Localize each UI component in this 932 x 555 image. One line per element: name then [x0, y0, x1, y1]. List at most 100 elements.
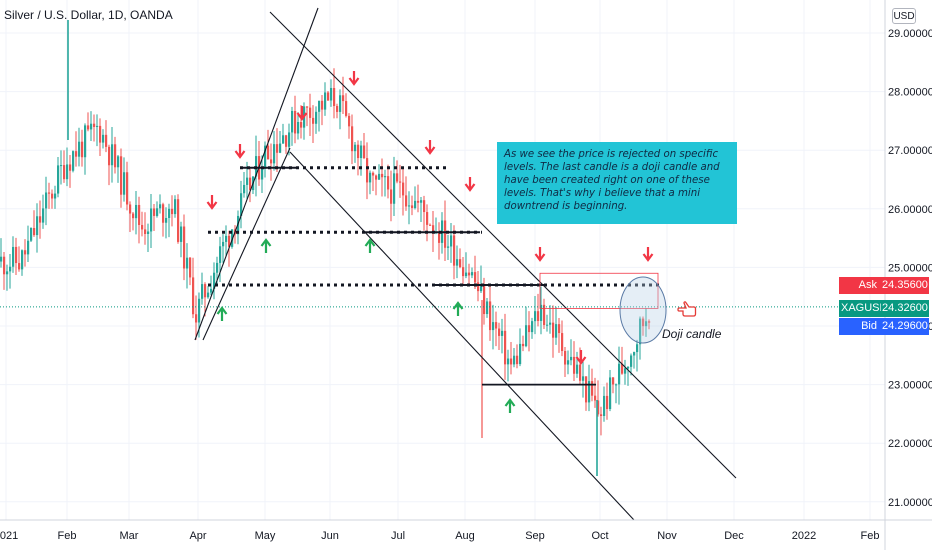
candle-body [9, 266, 12, 272]
candle-body [501, 330, 504, 336]
candle-body [213, 272, 216, 289]
candle-body [309, 107, 312, 118]
candle-body [24, 250, 27, 255]
y-tick-label: 27.00000 [888, 145, 932, 157]
candle-body [129, 204, 132, 214]
x-tick-label: Aug [455, 530, 475, 542]
candle-body [513, 355, 516, 365]
candle-body [297, 122, 300, 134]
candle-body [489, 301, 492, 331]
chart-title: Silver / U.S. Dollar, 1D, OANDA [4, 8, 173, 22]
candle-body [180, 226, 183, 242]
candle-body [219, 246, 222, 263]
candle-body [216, 262, 219, 273]
x-tick-label: Feb [58, 530, 77, 542]
candle-body [87, 125, 90, 130]
candle-body [399, 181, 402, 183]
candle-body [630, 355, 633, 367]
candle-body [393, 173, 396, 204]
candle-body [144, 229, 147, 234]
candle-body [510, 358, 513, 365]
candle-body [285, 135, 288, 147]
candle-body [564, 350, 567, 365]
candle-body [585, 376, 588, 403]
drawings [0, 7, 885, 521]
candle-body [363, 145, 366, 159]
candle-body [336, 106, 339, 112]
candle-body [90, 123, 93, 130]
candle-body [609, 377, 612, 410]
candle-body [30, 228, 33, 241]
candle-body [282, 135, 285, 144]
symbol-value: 24.32600 [881, 300, 929, 317]
down-arrow-icon [424, 146, 436, 155]
candle-body [600, 414, 603, 416]
candle-body [111, 144, 114, 166]
candle-body [66, 164, 69, 180]
candle-body [15, 246, 18, 264]
candle-body [93, 123, 96, 127]
rejection-range-box [539, 272, 659, 309]
candle-body [51, 193, 54, 199]
candle-body [459, 259, 462, 268]
candle-body [27, 240, 30, 255]
candle-body [516, 355, 519, 365]
hand-pointer-icon [677, 301, 697, 317]
candle-body [243, 184, 246, 194]
currency-button[interactable]: USD [892, 8, 916, 24]
candle-body [333, 88, 336, 107]
uptrend-channel-line [194, 7, 319, 341]
grid-lines [0, 0, 885, 520]
candle-body [639, 318, 642, 345]
candle-body [342, 95, 345, 102]
candle-body [105, 134, 108, 147]
candle-body [114, 144, 117, 168]
candle-body [183, 226, 186, 269]
y-tick-label: 21.00000 [888, 497, 932, 509]
candle-body [456, 259, 459, 266]
candle-body [294, 110, 297, 134]
candle-body [606, 395, 609, 410]
candle-body [168, 208, 171, 218]
candle-body [138, 204, 141, 225]
candle-body [312, 117, 315, 124]
doji-highlight-ellipse [619, 276, 667, 344]
candle-body [429, 224, 432, 226]
candle-body [339, 95, 342, 112]
candle-body [99, 125, 102, 143]
candle-body [351, 126, 354, 152]
x-tick-label: Jul [391, 530, 405, 542]
candle-body [423, 200, 426, 213]
symbol-label: XAGUSD [839, 300, 887, 317]
candle-body [42, 208, 45, 223]
candle-body [396, 173, 399, 182]
candle-body [231, 229, 234, 247]
candle-body [261, 168, 264, 180]
candle-body [411, 205, 414, 209]
down-arrow-icon [534, 253, 546, 262]
candle-body [474, 272, 477, 283]
candle-body [306, 106, 309, 108]
down-arrow-icon [642, 253, 654, 262]
candle-body [150, 208, 153, 232]
candle-body [378, 173, 381, 180]
candle-body [60, 165, 63, 167]
candle-body [468, 272, 471, 276]
bid-label: Bid [839, 318, 881, 335]
candle-body [588, 381, 591, 403]
candle-body [204, 284, 207, 298]
candle-body [249, 177, 252, 191]
ask-label: Ask [839, 277, 881, 294]
up-arrow-icon [364, 238, 376, 247]
candle-body [360, 145, 363, 159]
candle-body [246, 177, 249, 185]
candle-body [318, 100, 321, 112]
candle-body [486, 301, 489, 315]
candle-body [222, 241, 225, 247]
candle-body [369, 172, 372, 183]
candle-body [642, 318, 645, 327]
candle-body [291, 110, 294, 133]
